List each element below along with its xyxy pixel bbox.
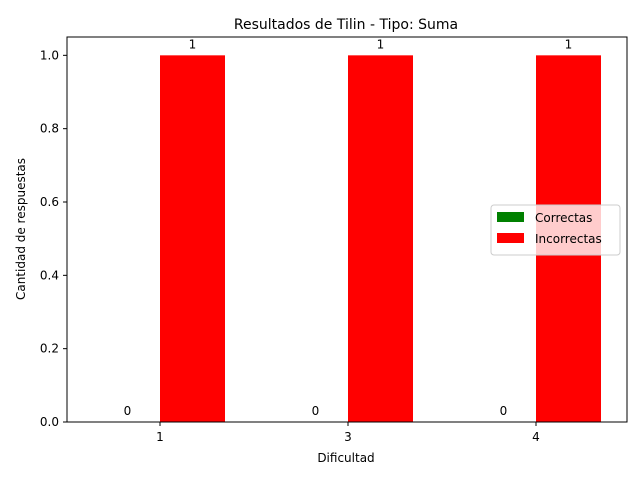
y-tick-label: 1.0	[40, 48, 59, 62]
y-axis-label: Cantidad de respuestas	[14, 158, 28, 300]
plot-frame	[66, 36, 628, 423]
data-label-correctas-1: 0	[124, 404, 132, 418]
legend: Correctas Incorrectas	[490, 204, 621, 256]
data-label-incorrectas-3: 1	[377, 37, 385, 51]
y-tick-label: 0.4	[40, 268, 59, 282]
data-label-incorrectas-4: 1	[565, 37, 573, 51]
bar-incorrectas-1	[160, 55, 225, 422]
legend-label-incorrectas: Incorrectas	[535, 232, 602, 246]
legend-swatch-incorrectas	[497, 233, 524, 243]
y-tick-label: 0.2	[40, 342, 59, 356]
x-tick-label: 1	[156, 430, 164, 444]
bar-incorrectas-3	[348, 55, 413, 422]
data-labels: 0 1 0 1 0 1	[124, 37, 573, 418]
y-tick-label: 0.0	[40, 415, 59, 429]
x-axis-ticks: 1 3 4	[156, 422, 540, 444]
y-tick-label: 0.8	[40, 122, 59, 136]
y-axis-ticks: 0.0 0.2 0.4 0.6 0.8 1.0	[40, 48, 67, 429]
x-tick-label: 4	[532, 430, 540, 444]
legend-swatch-correctas	[497, 212, 524, 222]
data-label-correctas-3: 0	[312, 404, 320, 418]
data-label-correctas-4: 0	[500, 404, 508, 418]
data-label-incorrectas-1: 1	[189, 37, 197, 51]
y-tick-label: 0.6	[40, 195, 59, 209]
x-tick-label: 3	[344, 430, 352, 444]
chart-title: Resultados de Tilin - Tipo: Suma	[234, 17, 458, 33]
legend-label-correctas: Correctas	[535, 211, 592, 225]
x-axis-label: Dificultad	[317, 451, 374, 465]
